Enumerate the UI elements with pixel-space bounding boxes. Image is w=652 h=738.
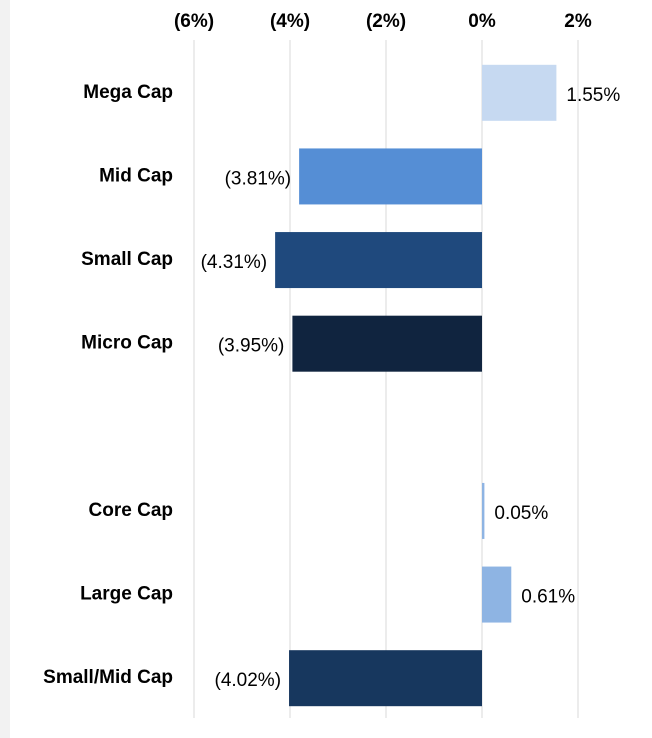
bar (275, 232, 482, 289)
bar (482, 482, 485, 539)
value-label: (3.95%) (218, 336, 285, 357)
value-label: (4.02%) (215, 670, 282, 691)
x-tick-label: (4%) (270, 11, 310, 32)
bar (482, 566, 512, 623)
category-label: Core Cap (89, 500, 173, 521)
category-label: Mid Cap (99, 165, 173, 186)
category-label: Mega Cap (83, 82, 173, 103)
value-label: (3.81%) (225, 168, 292, 189)
category-label: Large Cap (80, 584, 173, 605)
category-label: Small Cap (81, 249, 173, 270)
category-label: Small/Mid Cap (43, 667, 173, 688)
bar (482, 64, 557, 121)
x-tick-label: (2%) (366, 11, 406, 32)
value-label: 1.55% (566, 85, 620, 106)
bar (292, 315, 482, 372)
left-strip (0, 0, 10, 738)
value-label: 0.05% (494, 503, 548, 524)
x-tick-label: 2% (564, 11, 592, 32)
value-label: 0.61% (521, 587, 575, 608)
bar (289, 650, 482, 707)
x-tick-label: 0% (468, 11, 496, 32)
x-tick-label: (6%) (174, 11, 214, 32)
value-label: (4.31%) (201, 252, 268, 273)
category-label: Micro Cap (81, 333, 173, 354)
bar (299, 148, 482, 205)
